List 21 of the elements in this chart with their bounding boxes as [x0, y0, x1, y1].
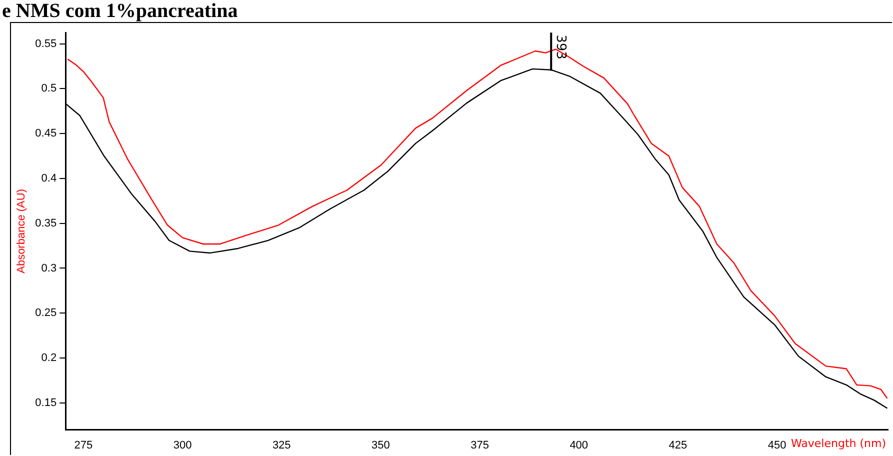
- y-tick-label: 0.4: [41, 172, 57, 184]
- chart-title: e NMS com 1%pancreatina: [1, 0, 239, 22]
- y-tick-label: 0.2: [41, 352, 57, 364]
- x-tick-label: 325: [272, 439, 291, 452]
- x-tick-label: 375: [470, 439, 489, 452]
- y-tick-label: 0.35: [35, 217, 57, 230]
- x-tick-label: 450: [768, 439, 786, 452]
- y-tick-label: 0.45: [35, 128, 57, 140]
- annotation: 393: [553, 34, 568, 60]
- x-tick-label: 300: [173, 439, 192, 452]
- y-tick-label: 0.55: [35, 38, 57, 50]
- y-tick-label: 0.3: [41, 262, 57, 274]
- y-tick-label: 0.25: [35, 307, 57, 320]
- y-tick-label: 0.5: [41, 82, 57, 95]
- x-axis-title: Wavelength (nm): [790, 437, 886, 450]
- y-axis-title: Absorbance (AU): [16, 189, 28, 274]
- y-tick-label: 0.15: [35, 396, 57, 409]
- x-tick-label: 425: [668, 439, 688, 452]
- x-tick-label: 400: [570, 439, 588, 452]
- x-tick-label: 350: [372, 439, 390, 452]
- x-tick-label: 275: [74, 439, 93, 452]
